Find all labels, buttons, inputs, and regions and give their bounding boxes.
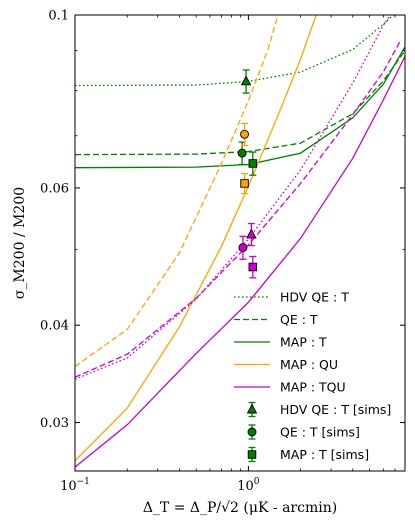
legend-item-hdv-qe-t-sims-swatch	[246, 403, 258, 414]
marker-map-t-sims	[248, 159, 258, 168]
series-line-unlabeled-7	[75, 15, 392, 380]
legend-item-map-tqu-label: MAP : TQU	[280, 380, 346, 395]
legend-item-qe-t-sims: QE : T [sims]	[247, 424, 360, 440]
x-axis-label: Δ_T = Δ_P/√2 (μK - arcmin)	[143, 500, 337, 516]
marker-unlabeled-6	[238, 243, 248, 253]
marker-unlabeled-5	[246, 228, 257, 239]
y-tick-label: 0.03	[40, 416, 69, 431]
legend-item-hdv-qe-t-sims-label: HDV QE : T [sims]	[280, 402, 391, 417]
legend-item-qe-t-sims-label: QE : T [sims]	[280, 425, 360, 440]
marker-unlabeled-4	[240, 179, 249, 188]
plot-frame	[74, 14, 406, 472]
y-tick-label: 0.1	[48, 9, 69, 24]
marker-layer	[237, 69, 258, 279]
legend-item-map-t-label: MAP : T	[280, 335, 327, 350]
marker-unlabeled-7	[248, 262, 258, 272]
y-axis-label: σ_M200 / M200	[12, 187, 28, 299]
legend-item-map-t: MAP : T	[234, 335, 327, 350]
legend-item-qe-t-label: QE : T	[280, 312, 318, 327]
axis-label-layer: Δ_T = Δ_P/√2 (μK - arcmin) σ_M200 / M200	[12, 187, 337, 516]
tick-layer: 10−1 100 0.03 0.04 0.06 0.1	[40, 9, 405, 494]
legend-item-hdv-qe-t-sims: HDV QE : T [sims]	[246, 401, 391, 418]
legend-item-map-t-sims: MAP : T [sims]	[247, 446, 369, 463]
marker-unlabeled-3	[240, 129, 249, 139]
series-line-unlabeled-5	[75, 15, 279, 368]
marker-qe-t-sims	[237, 148, 247, 158]
series-layer	[75, 15, 405, 468]
legend: HDV QE : T QE : T MAP : T MAP : QU MAP : TQU…	[234, 290, 391, 463]
series-line-hdv-qe-t	[75, 15, 395, 87]
x-tick-label: 10−1	[60, 477, 90, 494]
series-line-qe-t	[75, 50, 405, 156]
legend-item-qe-t: QE : T	[234, 312, 318, 327]
legend-item-map-qu-label: MAP : QU	[280, 357, 338, 372]
series-line-map-t	[75, 46, 405, 169]
legend-item-hdv-qe-t-label: HDV QE : T	[280, 290, 349, 305]
legend-item-hdv-qe-t: HDV QE : T	[234, 290, 349, 305]
y-tick-label: 0.06	[40, 181, 69, 196]
legend-item-map-qu: MAP : QU	[234, 357, 338, 372]
series-line-map-qu	[75, 15, 317, 462]
y-tick-label: 0.04	[40, 319, 69, 334]
x-tick-label: 100	[237, 477, 260, 494]
legend-item-qe-t-sims-swatch	[247, 427, 257, 437]
legend-item-map-t-sims-label: MAP : T [sims]	[280, 447, 369, 462]
legend-item-map-tqu: MAP : TQU	[234, 380, 346, 395]
legend-item-map-t-sims-swatch	[247, 450, 257, 459]
marker-hdv-qe-t-sims	[240, 75, 252, 86]
series-line-map-tqu	[75, 56, 405, 468]
